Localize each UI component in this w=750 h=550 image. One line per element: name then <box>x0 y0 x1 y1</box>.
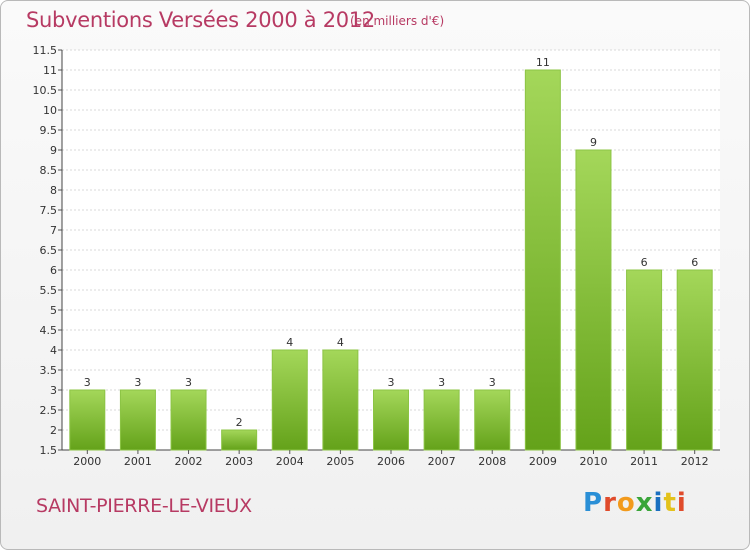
chart-unit: (en milliers d'€) <box>350 14 445 28</box>
logo-letter: r <box>603 488 617 518</box>
x-tick-label: 2003 <box>225 455 253 468</box>
bar-value-label: 3 <box>185 376 192 389</box>
y-tick-label: 8.5 <box>40 164 58 177</box>
logo-letter: P <box>583 488 604 518</box>
bar-value-label: 9 <box>590 136 597 149</box>
y-tick-label: 8 <box>50 184 57 197</box>
logo-letter: t <box>663 488 677 518</box>
y-tick-label: 7.5 <box>40 204 58 217</box>
logo-letter: i <box>676 488 687 518</box>
x-tick-label: 2000 <box>73 455 101 468</box>
bar-value-label: 3 <box>388 376 395 389</box>
y-tick-label: 10.5 <box>33 84 58 97</box>
bar <box>119 389 156 451</box>
bar <box>322 349 359 451</box>
x-tick-label: 2007 <box>428 455 456 468</box>
y-tick-label: 5.5 <box>40 284 58 297</box>
y-tick-label: 3.5 <box>40 364 58 377</box>
bar-value-label: 2 <box>236 416 243 429</box>
x-tick-label: 2009 <box>529 455 557 468</box>
y-tick-label: 5 <box>50 304 57 317</box>
bar <box>221 429 258 451</box>
bar <box>626 269 663 451</box>
y-tick-label: 7 <box>50 224 57 237</box>
bar <box>69 389 106 451</box>
bar <box>271 349 308 451</box>
x-tick-label: 2010 <box>579 455 607 468</box>
y-tick-label: 11 <box>43 64 57 77</box>
y-tick-label: 11.5 <box>33 44 58 57</box>
bar-value-label: 4 <box>337 336 344 349</box>
x-tick-label: 2012 <box>681 455 709 468</box>
y-tick-label: 6 <box>50 264 57 277</box>
bar <box>373 389 409 451</box>
y-tick-label: 1.5 <box>40 444 58 457</box>
bar <box>524 69 561 451</box>
x-tick-label: 2005 <box>326 455 354 468</box>
bar <box>423 389 460 451</box>
x-tick-label: 2001 <box>124 455 152 468</box>
y-tick-label: 3 <box>50 384 57 397</box>
y-tick-label: 9 <box>50 144 57 157</box>
logo-letter: i <box>653 488 664 518</box>
commune-name: SAINT-PIERRE-LE-VIEUX <box>36 495 252 517</box>
proxiti-logo: Proxiti <box>583 488 687 518</box>
y-tick-label: 6.5 <box>40 244 58 257</box>
y-tick-label: 10 <box>43 104 57 117</box>
bar-value-label: 3 <box>134 376 141 389</box>
x-tick-label: 2002 <box>175 455 203 468</box>
bar-value-label: 6 <box>691 256 698 269</box>
bar-value-label: 3 <box>84 376 91 389</box>
logo-letter: x <box>635 488 654 518</box>
x-tick-label: 2008 <box>478 455 506 468</box>
logo-letter: o <box>616 488 636 518</box>
bar-value-label: 3 <box>489 376 496 389</box>
bar-value-label: 11 <box>536 56 550 69</box>
bar <box>676 269 713 451</box>
bar <box>474 389 511 451</box>
y-tick-label: 4 <box>50 344 57 357</box>
y-tick-label: 9.5 <box>40 124 58 137</box>
y-tick-label: 2 <box>50 424 57 437</box>
x-tick-label: 2011 <box>630 455 658 468</box>
chart-title: Subventions Versées 2000 à 2012 <box>26 8 375 32</box>
y-tick-label: 4.5 <box>40 324 58 337</box>
bar-value-label: 4 <box>286 336 293 349</box>
x-tick-label: 2004 <box>276 455 304 468</box>
y-tick-label: 2.5 <box>40 404 58 417</box>
bar-value-label: 6 <box>641 256 648 269</box>
bar-value-label: 3 <box>438 376 445 389</box>
bar <box>575 149 612 451</box>
bar <box>170 389 207 451</box>
x-tick-label: 2006 <box>377 455 405 468</box>
